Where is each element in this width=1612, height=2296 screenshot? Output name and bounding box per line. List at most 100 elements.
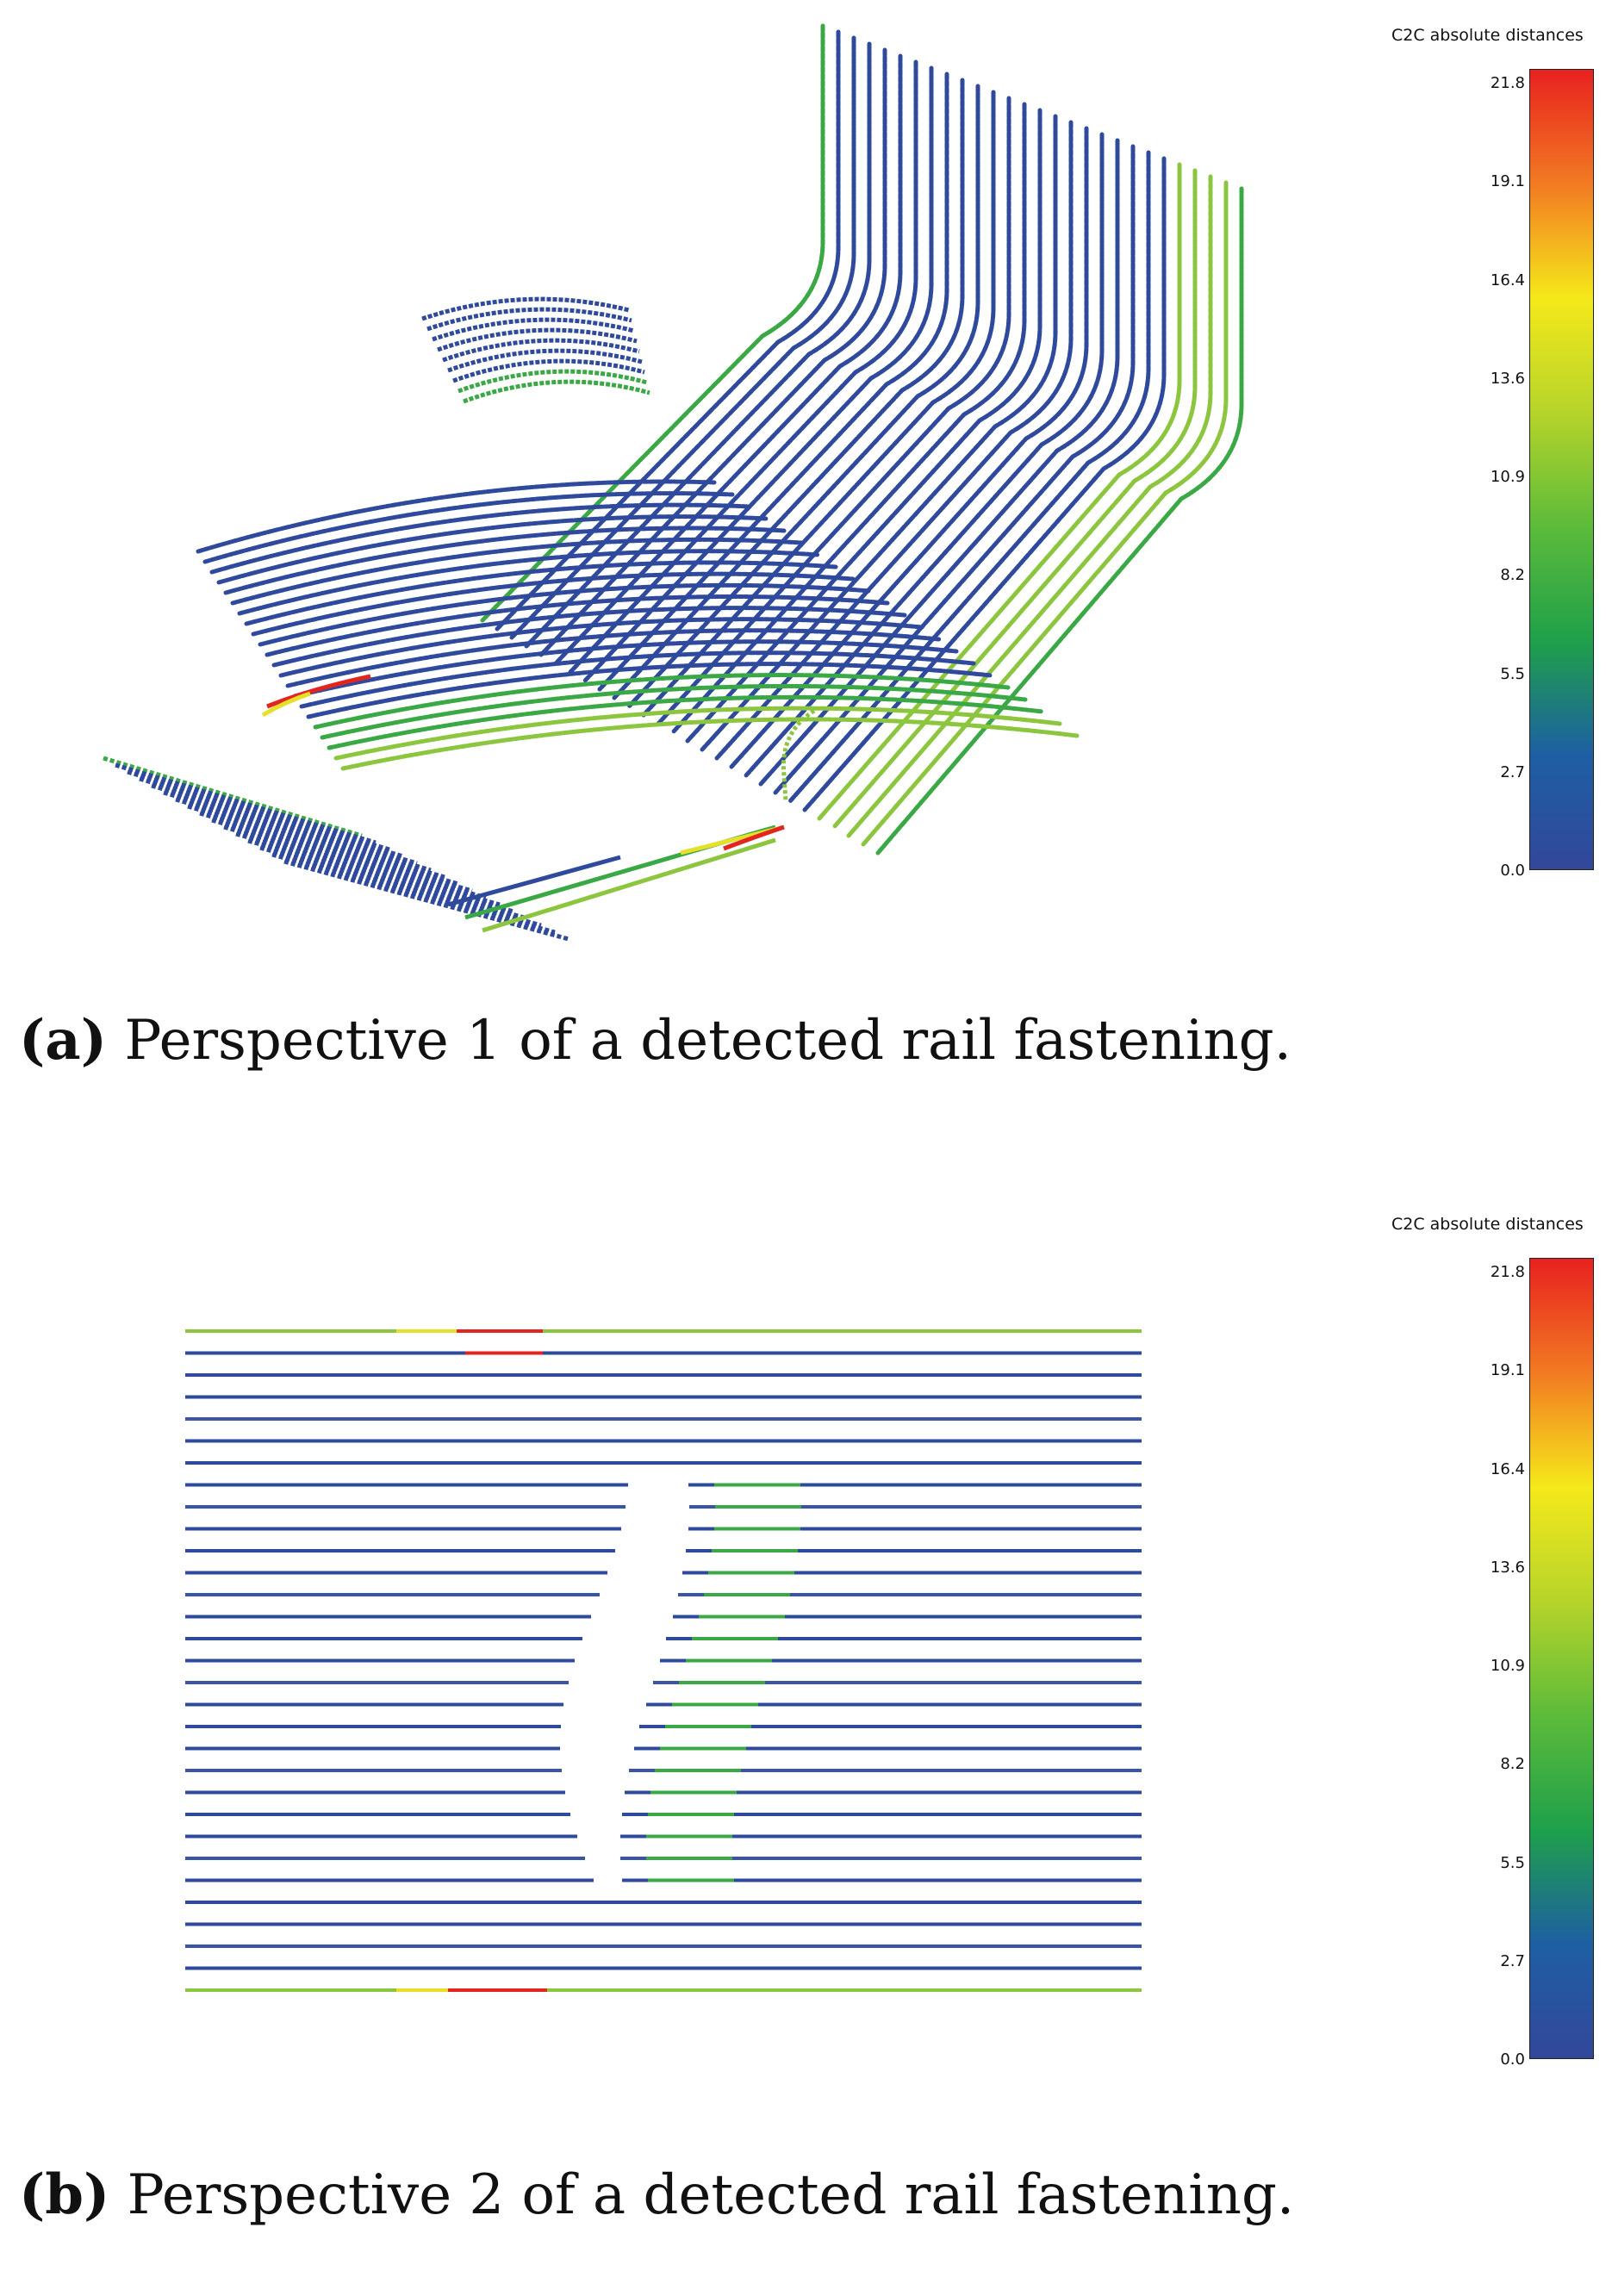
scan-line	[163, 790, 432, 873]
scan-line	[230, 537, 804, 606]
scan-line	[817, 162, 1182, 821]
scan-line	[237, 549, 821, 616]
scan-line	[313, 673, 1011, 730]
colorbar-tick-label: 13.6	[1490, 1558, 1525, 1577]
scan-line	[299, 650, 976, 709]
scan-line	[714, 120, 1074, 761]
colorbar-tick-label: 0.0	[1500, 862, 1525, 880]
scan-line	[199, 811, 473, 893]
scan-line	[626, 84, 980, 709]
scan-line	[509, 35, 856, 640]
scan-line	[261, 691, 311, 718]
scan-line	[597, 72, 949, 692]
scan-line	[729, 126, 1089, 769]
scan-line	[320, 683, 1028, 740]
colorbar-tick-label: 21.8	[1490, 1263, 1525, 1281]
caption-a: (a) Perspective 1 of a detected rail fas…	[19, 1008, 1291, 1073]
scan-line	[641, 90, 996, 718]
panel-b: C2C absolute distances 21.8 19.1 16.4 13.6 1…	[0, 1189, 1612, 2296]
scan-line	[744, 132, 1105, 778]
colorbar-tick-label: 16.4	[1490, 1459, 1525, 1478]
scan-line	[306, 662, 993, 719]
scan-line	[271, 606, 907, 668]
scan-line	[723, 824, 785, 851]
caption-b: (b) Perspective 2 of a detected rail fas…	[19, 2162, 1294, 2227]
point-cloud-perspective-2	[185, 1329, 1142, 1992]
scan-line	[538, 47, 887, 657]
colorbar	[1529, 69, 1594, 870]
panel-a: C2C absolute distances 21.8 19.1 16.4 13.6 1…	[0, 0, 1612, 1146]
scan-line	[482, 837, 776, 933]
colorbar-tick-label: 10.9	[1490, 1657, 1525, 1675]
caption-text: Perspective 1 of a detected rail fasteni…	[124, 1009, 1291, 1073]
scan-line	[442, 338, 640, 363]
scan-line	[103, 756, 363, 838]
scan-line	[333, 706, 1062, 761]
scan-line	[700, 114, 1058, 752]
scan-line	[278, 617, 924, 678]
scan-line	[271, 852, 556, 935]
scan-line	[480, 23, 825, 623]
colorbar-tick-label: 2.7	[1500, 762, 1525, 781]
scan-line	[452, 358, 645, 383]
scan-line	[187, 804, 459, 887]
caption-text: Perspective 2 of a detected rail fasteni…	[127, 2163, 1295, 2227]
scan-line	[327, 694, 1045, 750]
scan-line	[656, 96, 1011, 726]
scan-line	[831, 168, 1198, 830]
colorbar-tick-label: 19.1	[1490, 1361, 1525, 1380]
scan-line	[582, 65, 934, 683]
scan-line	[292, 639, 959, 699]
scan-line	[115, 762, 377, 845]
scan-line	[285, 628, 942, 688]
colorbar-tick-label: 0.0	[1500, 2050, 1525, 2069]
scan-line	[251, 571, 856, 637]
scan-line	[283, 859, 569, 942]
colorbar-tick-label: 10.9	[1490, 468, 1525, 486]
scan-line	[432, 317, 635, 342]
colorbar	[1529, 1258, 1594, 2059]
scan-line	[202, 491, 735, 564]
scan-line	[421, 296, 630, 321]
colorbar-title: C2C absolute distances	[1391, 1215, 1584, 1234]
colorbar-tick-label: 19.1	[1490, 172, 1525, 191]
scan-line	[861, 180, 1229, 847]
scan-line	[175, 797, 445, 880]
scan-line	[127, 769, 390, 852]
colorbar-tick-label: 2.7	[1500, 1951, 1525, 1970]
scan-line	[247, 838, 528, 921]
scan-line	[266, 674, 371, 709]
scan-line	[244, 560, 838, 626]
scan-line	[340, 717, 1080, 771]
scan-line	[196, 479, 718, 554]
colorbar-tick-label: 8.2	[1500, 566, 1525, 585]
scan-line	[612, 78, 965, 700]
scan-line	[437, 327, 638, 352]
colorbar-tick-label: 5.5	[1500, 1853, 1525, 1872]
caption-label: (b)	[19, 2162, 110, 2227]
colorbar-tick-label: 5.5	[1500, 664, 1525, 683]
scan-line	[223, 526, 787, 595]
caption-label: (a)	[19, 1008, 108, 1073]
colorbar-tick-label: 13.6	[1490, 369, 1525, 388]
scan-line	[524, 41, 872, 649]
scan-line	[495, 29, 841, 632]
scan-line	[457, 369, 648, 394]
scan-line	[447, 855, 621, 907]
scan-line	[265, 594, 890, 657]
scan-line	[151, 783, 418, 866]
scan-line	[139, 776, 404, 859]
scan-line	[846, 174, 1213, 838]
scan-line	[447, 348, 643, 373]
point-cloud-perspective-1	[103, 23, 1244, 942]
scan-line	[685, 108, 1043, 744]
colorbar-tick-label: 16.4	[1490, 271, 1525, 289]
scan-line	[758, 138, 1120, 787]
scan-line	[209, 502, 752, 575]
colorbar-tick-label: 21.8	[1490, 74, 1525, 92]
scan-line	[781, 708, 816, 802]
scan-line	[216, 514, 769, 585]
colorbar-tick-label: 8.2	[1500, 1755, 1525, 1774]
scan-line	[553, 53, 903, 666]
scan-line	[773, 144, 1136, 795]
